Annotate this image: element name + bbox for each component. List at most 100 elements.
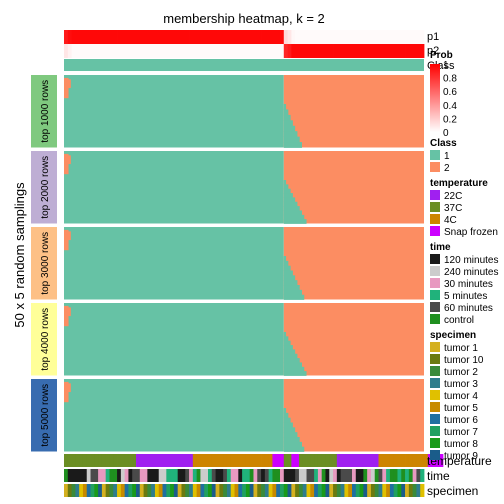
boundary-cell (283, 280, 298, 286)
specimen-cell (132, 484, 137, 497)
specimen-cell (117, 484, 122, 497)
p2-cell (374, 44, 379, 58)
legend-swatch (430, 414, 440, 424)
legend-item-label: tumor 2 (444, 367, 478, 378)
specimen-cell (306, 484, 311, 497)
legend-swatch (430, 426, 440, 436)
specimen-cell (219, 484, 224, 497)
p1-cell (317, 30, 323, 44)
specimen-cell (344, 484, 349, 497)
temperature-cell (408, 454, 414, 467)
boundary-cell (283, 201, 298, 207)
specimen-cell (75, 484, 80, 497)
time-cell (124, 469, 129, 482)
p2-cell (249, 44, 254, 58)
temperature-cell (272, 454, 277, 467)
legend-swatch (430, 278, 440, 288)
boundary-cell (283, 362, 302, 368)
class-2-block (283, 379, 424, 452)
p1-cell (200, 30, 205, 44)
p1-cell (272, 30, 277, 44)
specimen-cell (298, 484, 304, 497)
specimen-cell (105, 484, 110, 497)
p1-cell (64, 30, 69, 44)
temperature-cell (208, 454, 213, 467)
time-cell (143, 469, 148, 482)
legend-swatch (430, 290, 440, 300)
p1-cell (389, 30, 395, 44)
time-cell (374, 469, 379, 482)
p2-cell (173, 44, 179, 58)
p2-cell (359, 44, 364, 58)
specimen-cell (101, 484, 107, 497)
p2-cell (340, 44, 345, 58)
temperature-cell (317, 454, 323, 467)
p2-cell (363, 44, 368, 58)
temperature-cell (177, 454, 182, 467)
p2-cell (79, 44, 84, 58)
specimen-cell (245, 484, 251, 497)
p2-cell (158, 44, 163, 58)
specimen-cell (124, 484, 129, 497)
legend-title: temperature (430, 178, 488, 189)
time-cell (211, 469, 216, 482)
boundary-cell (283, 427, 296, 433)
specimen-cell (367, 484, 372, 497)
time-cell (295, 469, 300, 482)
legend-swatch (430, 390, 440, 400)
p2-cell (226, 44, 232, 58)
time-cell (389, 469, 395, 482)
p2-cell (264, 44, 270, 58)
time-cell (245, 469, 251, 482)
p2-cell (408, 44, 414, 58)
time-cell (109, 469, 114, 482)
bottom-row-label: temperature (427, 454, 492, 468)
legend-item-label: 2 (444, 163, 450, 174)
legend-item-label: tumor 3 (444, 379, 478, 390)
p1-cell (352, 30, 357, 44)
boundary-cell (283, 441, 302, 448)
panel-strip (31, 379, 57, 452)
temperature-cell (196, 454, 201, 467)
boundary-cell (283, 336, 289, 342)
temperature-cell (71, 454, 76, 467)
specimen-cell (336, 484, 342, 497)
time-cell (226, 469, 232, 482)
temperature-cell (151, 454, 156, 467)
specimen-cell (348, 484, 353, 497)
p2-cell (98, 44, 103, 58)
top-row-label: p2 (427, 45, 439, 57)
p1-cell (189, 30, 194, 44)
p2-cell (189, 44, 194, 58)
temperature-cell (98, 454, 103, 467)
specimen-cell (79, 484, 84, 497)
boundary-cell (283, 349, 296, 355)
p2-cell (136, 44, 141, 58)
temperature-cell (64, 454, 69, 467)
legend-swatch (430, 438, 440, 448)
p2-cell (230, 44, 235, 58)
specimen-cell (189, 484, 194, 497)
p1-cell (226, 30, 232, 44)
legend-swatch (430, 150, 440, 160)
p2-cell (238, 44, 243, 58)
time-cell (261, 469, 266, 482)
time-cell (272, 469, 277, 482)
p2-cell (261, 44, 266, 58)
temperature-cell (219, 454, 224, 467)
time-cell (113, 469, 118, 482)
p2-cell (166, 44, 171, 58)
boundary-cell (283, 120, 293, 127)
chart-title: membership heatmap, k = 2 (163, 11, 325, 26)
p1-cell (101, 30, 107, 44)
legend-swatch (430, 226, 440, 236)
p1-cell (154, 30, 160, 44)
y-axis-label: 50 x 5 random samplings (12, 182, 27, 328)
time-cell (291, 469, 296, 482)
panel-label: top 5000 rows (40, 384, 51, 447)
legend-item-label: 30 minutes (444, 279, 493, 290)
p1-cell (405, 30, 410, 44)
time-cell (367, 469, 372, 482)
p2-cell (386, 44, 391, 58)
